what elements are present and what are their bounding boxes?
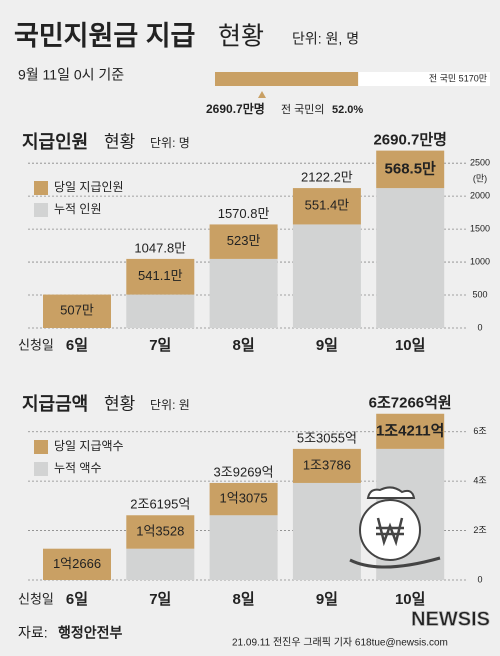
chart-title-light: 현황 (104, 394, 135, 413)
value-label: 551.4만 (305, 198, 350, 213)
x-tick-label: 6일 (66, 337, 88, 354)
source-prefix: 자료: (18, 625, 48, 641)
y-tick-label: 1500 (470, 223, 490, 233)
value-label: 568.5만 (385, 160, 437, 177)
bar-segment (292, 448, 361, 483)
bar-segment (43, 548, 111, 580)
total-label: 1047.8만 (134, 240, 186, 255)
y-tick-label: 0 (477, 322, 482, 332)
bar-segment (126, 294, 195, 328)
value-label: 1조4211억 (376, 421, 444, 439)
category-prefix: 신청일 (18, 591, 54, 606)
money-bag-icon (349, 486, 441, 569)
x-tick-label: 10일 (395, 591, 426, 608)
chart-title: 지급인원 (22, 132, 88, 152)
bar-segment (292, 188, 361, 225)
total-label: 6조7266억원 (369, 394, 452, 412)
bar-segment (292, 482, 361, 580)
basis: 9월 11일 0시 기준 (18, 67, 124, 83)
axis-unit: (만) (473, 174, 487, 184)
title: 국민지원금 지급 (14, 21, 195, 51)
y-tick-label: 4조 (473, 476, 486, 486)
x-tick-label: 10일 (395, 337, 426, 354)
y-tick-label: 0 (477, 574, 482, 584)
legend-swatch (34, 440, 48, 454)
progress-max-label: 전 국민 5170만 (429, 73, 487, 83)
bar-segment (209, 482, 278, 516)
bar-segment (126, 258, 195, 295)
source: 행정안전부 (58, 625, 123, 641)
x-tick-label: 7일 (149, 591, 171, 608)
bar-segment (43, 294, 111, 328)
y-tick-label: 2000 (470, 191, 490, 201)
progress-share-prefix: 전 국민의 (281, 103, 325, 116)
value-label: 541.1만 (138, 268, 183, 283)
progress-value-label: 2690.7만명 (206, 101, 265, 116)
value-label: 1억3528 (136, 523, 184, 538)
legend-label: 당일 지급인원 (54, 180, 124, 194)
bar-segment (292, 224, 361, 328)
value-label: 523만 (227, 233, 261, 248)
bar-segment (209, 515, 278, 580)
chart-title-light: 현황 (104, 132, 135, 151)
category-prefix: 신청일 (18, 337, 54, 352)
bar-segment (376, 150, 445, 189)
bar-segment (126, 515, 195, 549)
x-tick-label: 8일 (233, 337, 255, 354)
y-tick-label: 2조 (473, 525, 486, 535)
credit: 21.09.11 전진우 그래픽 기자 618tue@newsis.com (232, 637, 448, 649)
progress-fill (215, 72, 359, 86)
chart-unit: 단위: 원 (150, 398, 190, 412)
title-light: 현황 (218, 23, 264, 51)
x-tick-label: 8일 (233, 591, 255, 608)
value-label: 507만 (60, 303, 94, 318)
watermark: NEWSIS (411, 608, 490, 630)
progress-share: 52.0% (332, 104, 363, 116)
y-tick-label: 500 (472, 289, 487, 299)
legend-label: 당일 지급액수 (54, 439, 124, 453)
legend-swatch (34, 181, 48, 195)
legend-label: 누적 인원 (54, 202, 102, 216)
x-tick-label: 9일 (316, 337, 338, 354)
progress-pointer (258, 91, 266, 98)
x-tick-label: 9일 (316, 591, 338, 608)
total-label: 2690.7만명 (373, 131, 446, 149)
y-tick-label: 1000 (470, 256, 490, 266)
x-tick-label: 7일 (149, 337, 171, 354)
total-label: 3조9269억 (214, 464, 274, 479)
legend-swatch (34, 203, 48, 217)
chart-title: 지급금액 (22, 394, 88, 414)
value-label: 1억2666 (53, 556, 101, 571)
bar-segment (376, 413, 445, 449)
chart-unit: 단위: 명 (150, 136, 190, 150)
y-tick-label: 2500 (470, 158, 490, 168)
bar-segment (126, 548, 195, 580)
total-label: 5조3055억 (297, 430, 357, 445)
total-label: 1570.8만 (218, 206, 270, 221)
bar-segment (209, 224, 278, 259)
bar-segment (376, 188, 445, 328)
unit: 단위: 원, 명 (292, 31, 359, 47)
y-tick-label: 6조 (473, 426, 486, 436)
total-label: 2조6195억 (130, 497, 190, 512)
legend-swatch (34, 462, 48, 476)
value-label: 1억3075 (220, 491, 268, 506)
x-tick-label: 6일 (66, 591, 88, 608)
value-label: 1조3786 (303, 457, 351, 472)
bar-segment (209, 258, 278, 328)
total-label: 2122.2만 (301, 170, 353, 185)
legend-label: 누적 액수 (54, 461, 102, 475)
